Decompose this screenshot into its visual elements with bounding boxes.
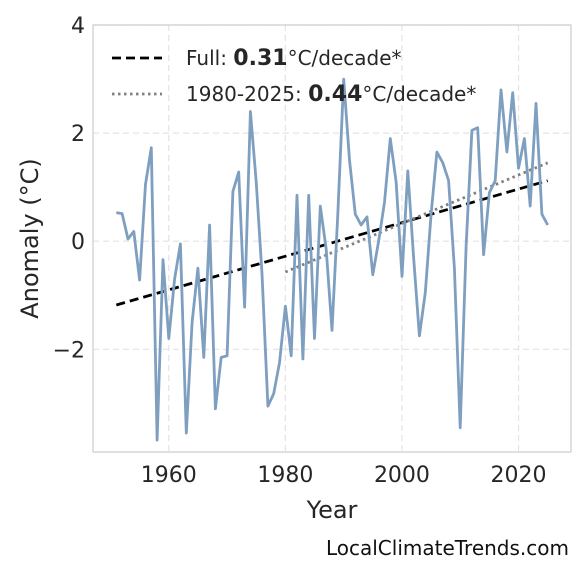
trend-lines <box>115 161 549 307</box>
legend-label-value: 0.44 <box>308 82 362 107</box>
series-group <box>116 77 549 442</box>
legend-entry: 1980-2025: 0.44°C/decade* <box>186 82 476 107</box>
x-tick-label: 1980 <box>257 463 313 488</box>
legend-label-value: 0.31 <box>233 46 287 71</box>
source-label: LocalClimateTrends.com <box>325 536 569 560</box>
plot-frame <box>92 24 572 453</box>
y-tick-label: 0 <box>71 230 85 255</box>
legend: Full: 0.31°C/decade*1980-2025: 0.44°C/de… <box>112 46 476 107</box>
x-tick-label: 2000 <box>374 463 430 488</box>
legend-label-prefix: 1980-2025: <box>186 82 308 106</box>
series-line <box>116 77 549 442</box>
grid <box>93 24 571 452</box>
full-trend-line <box>115 179 549 307</box>
x-axis-label: Year <box>306 496 358 524</box>
y-axis-label: Anomaly (°C) <box>16 158 44 318</box>
legend-label-prefix: Full: <box>186 46 233 70</box>
y-tick-label: 4 <box>71 14 85 39</box>
legend-label-suffix: °C/decade* <box>362 82 476 106</box>
x-tick-labels: 1960 1980 2000 2020 <box>141 463 547 488</box>
legend-entry: Full: 0.31°C/decade* <box>186 46 402 71</box>
y-tick-label: −2 <box>53 338 85 363</box>
legend-label-suffix: °C/decade* <box>288 46 402 70</box>
x-tick-label: 2020 <box>491 463 547 488</box>
y-tick-labels: −2 0 2 4 <box>53 14 85 363</box>
x-tick-label: 1960 <box>141 463 197 488</box>
y-tick-label: 2 <box>71 122 85 147</box>
